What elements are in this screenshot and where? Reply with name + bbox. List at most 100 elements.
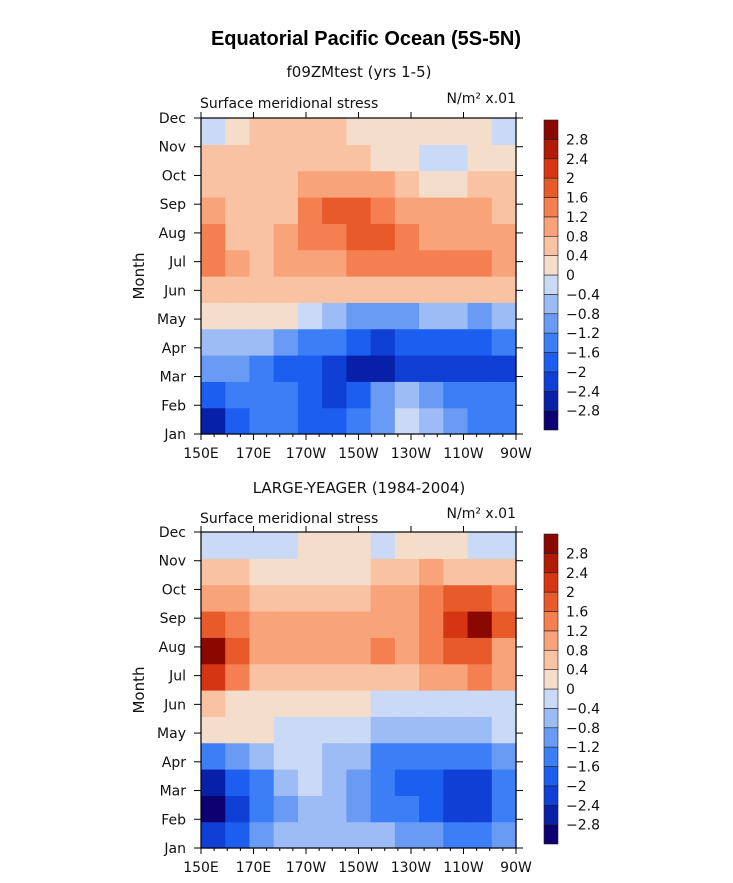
colorbar-label: 0.4: [566, 663, 588, 679]
heatmap-cell: [346, 144, 372, 172]
heatmap-cell: [443, 223, 469, 251]
heatmap-cell: [394, 558, 420, 586]
y-tick-label: Jul: [168, 255, 186, 271]
heatmap-cell: [322, 769, 347, 796]
heatmap-cell: [443, 381, 469, 409]
heatmap-cell: [201, 302, 226, 330]
heatmap-cell: [443, 302, 469, 330]
heatmap-cell: [467, 144, 493, 172]
x-tick-label: 150E: [183, 446, 219, 462]
heatmap-cell: [297, 249, 323, 277]
colorbar-swatch: [543, 727, 559, 748]
heatmap-cell: [491, 118, 517, 145]
heatmap-cell: [370, 637, 396, 665]
heatmap-cell: [346, 690, 372, 717]
x-tick-label: 150E: [183, 860, 219, 876]
heatmap-cell: [491, 170, 517, 198]
heatmap-cell: [201, 769, 226, 796]
heatmap-cell: [370, 302, 396, 330]
heatmap-cell: [249, 355, 275, 382]
heatmap-cell: [370, 716, 396, 744]
y-tick-label: Oct: [162, 168, 187, 184]
heatmap-cell: [491, 144, 517, 172]
heatmap-cell: [394, 663, 420, 691]
heatmap-cell: [443, 558, 469, 586]
heatmap-cell: [225, 249, 251, 277]
heatmap-cell: [201, 795, 226, 823]
heatmap-cell: [297, 276, 323, 303]
y-tick-label: Dec: [159, 111, 186, 127]
x-tick-label: 110W: [443, 446, 484, 462]
heatmap-cell: [443, 663, 469, 691]
heatmap-cell: [225, 355, 251, 382]
heatmap-cell: [467, 276, 493, 303]
colorbar-swatch: [543, 371, 559, 392]
colorbar-swatch: [543, 197, 559, 218]
heatmap-cell: [225, 276, 251, 303]
heatmap-cell: [249, 249, 275, 277]
heatmap-cell: [322, 558, 347, 586]
panel-title: f09ZMtest (yrs 1-5): [287, 63, 432, 81]
heatmap-cell: [297, 381, 323, 409]
heatmap-cell: [370, 558, 396, 586]
heatmap-cell: [273, 355, 299, 382]
y-tick-label: Sep: [160, 611, 187, 627]
units-label: N/m² x.01: [447, 506, 516, 522]
panel-subtitle: Surface meridional stress: [200, 96, 378, 112]
heatmap-cell: [346, 276, 372, 303]
heatmap-cell: [346, 170, 372, 198]
heatmap-cell: [394, 302, 420, 330]
heatmap-cell: [201, 223, 226, 251]
heatmap-cell: [201, 558, 226, 586]
heatmap-cell: [297, 584, 323, 612]
heatmap-cell: [370, 170, 396, 198]
y-axis-label: Month: [130, 666, 148, 713]
heatmap-cell: [322, 716, 347, 744]
heatmap-cell: [467, 663, 493, 691]
heatmap-cell: [249, 637, 275, 665]
heatmap-cell: [297, 821, 323, 849]
heatmap-cell: [443, 716, 469, 744]
heatmap-cell: [346, 197, 372, 224]
heatmap-cell: [225, 663, 251, 691]
y-tick-label: Jul: [168, 669, 186, 685]
heatmap-cell: [467, 742, 493, 770]
x-tick-label: 90W: [500, 860, 532, 876]
colorbar-label: −0.8: [566, 721, 600, 737]
colorbar-swatch: [543, 708, 559, 729]
heatmap-cell: [225, 716, 251, 744]
heatmap-cell: [419, 637, 444, 665]
heatmap-cell: [225, 611, 251, 638]
heatmap-cell: [491, 302, 517, 330]
heatmap-cell: [346, 584, 372, 612]
heatmap-cell: [419, 558, 444, 586]
y-tick-label: Nov: [159, 140, 186, 156]
heatmap-cell: [249, 769, 275, 796]
heatmap-cell: [201, 197, 226, 224]
heatmap-cell: [467, 821, 493, 849]
heatmap-cell: [322, 118, 347, 145]
heatmap-cell: [249, 276, 275, 303]
x-tick-label: 150W: [338, 446, 379, 462]
colorbar-label: −0.4: [566, 701, 600, 717]
heatmap-cell: [419, 276, 444, 303]
y-axis: Jan Feb Mar Apr May Jun Jul Aug Sep Oct Nov Dec: [157, 525, 523, 857]
heatmap-cell: [322, 144, 347, 172]
heatmap-cell: [297, 407, 323, 435]
x-tick-label: 110W: [443, 860, 484, 876]
heatmap-cell: [346, 716, 372, 744]
heatmap-cell: [297, 558, 323, 586]
heatmap-cell: [419, 381, 444, 409]
heatmap-cell: [225, 690, 251, 717]
x-tick-label: 130W: [391, 446, 432, 462]
heatmap-cell: [491, 769, 517, 796]
colorbar-swatch: [543, 119, 559, 140]
colorbar-label: 2.8: [566, 132, 588, 148]
colorbar-label: 1.6: [566, 191, 588, 207]
x-tick-label: 90W: [500, 446, 532, 462]
heatmap-cell: [394, 742, 420, 770]
heatmap-cell: [225, 118, 251, 145]
heatmap-cell: [273, 716, 299, 744]
heatmap-cell: [297, 663, 323, 691]
heatmap-cell: [491, 328, 517, 356]
